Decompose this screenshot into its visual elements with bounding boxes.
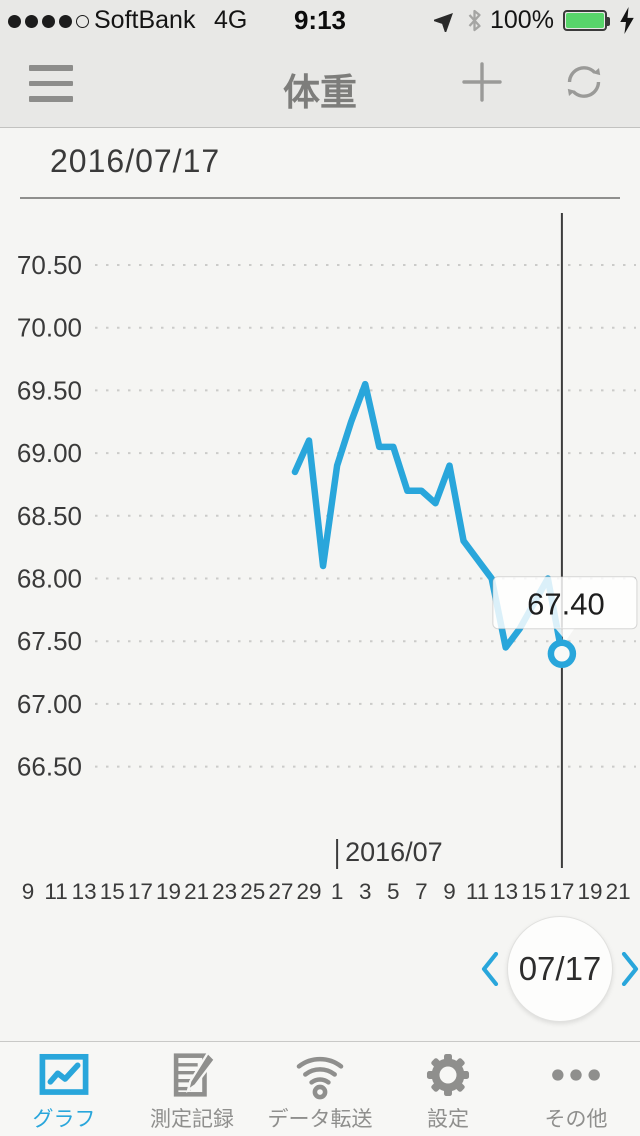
tab-transfer[interactable]: データ転送: [256, 1042, 384, 1136]
weight-line-chart[interactable]: 70.50 70.00 69.50 69.00 68.50 68.00 67.50 67.00…: [0, 205, 640, 910]
tab-bar: グラフ 測定記録 データ転送: [0, 1041, 640, 1136]
month-label: 2016/07: [345, 837, 443, 867]
tab-graph-label: グラフ: [32, 1108, 96, 1131]
status-bar: SoftBank 4G 9:13 100%: [0, 0, 640, 40]
x-tick-label: 1: [331, 879, 344, 904]
graph-icon: [39, 1053, 89, 1095]
x-tick-label: 17: [549, 879, 574, 904]
next-day-button[interactable]: [621, 952, 639, 986]
tab-more-label: その他: [544, 1108, 608, 1131]
x-tick-label: 13: [72, 879, 97, 904]
x-tick-label: 9: [22, 879, 35, 904]
x-tick-label: 21: [184, 879, 209, 904]
x-tick-label: 19: [577, 879, 602, 904]
tab-graph[interactable]: グラフ: [0, 1042, 128, 1136]
date-picker-label: 07/17: [518, 950, 602, 987]
x-tick-label: 19: [156, 879, 181, 904]
x-tick-label: 9: [443, 879, 456, 904]
x-tick-label: 5: [387, 879, 400, 904]
y-tick-label: 68.00: [17, 564, 82, 594]
tab-more[interactable]: その他: [512, 1042, 640, 1136]
x-tick-label: 25: [240, 879, 265, 904]
tooltip-pointer: [554, 627, 575, 641]
x-tick-label: 11: [44, 879, 67, 904]
tooltip-value: 67.40: [527, 587, 605, 622]
x-tick-label: 27: [268, 879, 293, 904]
x-tick-label: 7: [415, 879, 428, 904]
settings-icon: [426, 1053, 470, 1097]
x-tick-label: 21: [606, 879, 631, 904]
transfer-icon: [296, 1056, 344, 1100]
more-icon: [552, 1069, 600, 1081]
page-title: 体重: [283, 72, 357, 113]
x-tick-label: 15: [100, 879, 125, 904]
y-tick-label: 67.50: [17, 626, 82, 656]
sync-button[interactable]: [562, 60, 606, 104]
menu-icon[interactable]: [29, 65, 73, 102]
x-tick-label: 3: [359, 879, 372, 904]
tab-transfer-label: データ転送: [267, 1108, 373, 1131]
weight-line: [291, 380, 566, 657]
x-tick-label: 15: [521, 879, 546, 904]
x-tick-label: 17: [128, 879, 153, 904]
header-divider: [20, 197, 620, 199]
x-tick-label: 11: [466, 879, 489, 904]
nav-bar: 体重: [0, 40, 640, 128]
signal-strength-icon: [8, 15, 89, 28]
y-tick-label: 70.50: [17, 250, 82, 280]
battery-icon: [563, 10, 610, 31]
tooltip: [492, 576, 638, 630]
selected-point-marker[interactable]: [547, 639, 577, 668]
x-tick-label: 23: [212, 879, 237, 904]
y-tick-label: 67.00: [17, 689, 82, 719]
bluetooth-icon: [468, 9, 481, 32]
y-tick-label: 68.50: [17, 501, 82, 531]
y-tick-label: 69.50: [17, 375, 82, 405]
y-tick-label: 70.00: [17, 313, 82, 343]
tab-records-label: 測定記録: [150, 1108, 234, 1131]
tab-settings-label: 設定: [427, 1108, 469, 1131]
battery-percent-label: 100%: [490, 6, 554, 34]
x-tick-label: 13: [493, 879, 518, 904]
date-picker-button[interactable]: 07/17: [507, 916, 613, 1022]
record-icon: [173, 1051, 217, 1097]
previous-day-button[interactable]: [481, 952, 499, 986]
selected-date-label: 2016/07/17: [50, 143, 221, 179]
y-tick-label: 69.00: [17, 438, 82, 468]
carrier-label: SoftBank: [94, 6, 196, 34]
tab-settings[interactable]: 設定: [384, 1042, 512, 1136]
network-type-label: 4G: [214, 6, 248, 34]
location-services-icon: [434, 13, 453, 32]
y-tick-label: 66.50: [17, 752, 82, 782]
clock: 9:13: [293, 5, 347, 35]
tab-records[interactable]: 測定記録: [128, 1042, 256, 1136]
x-tick-label: 29: [296, 879, 321, 904]
add-record-button[interactable]: [462, 62, 502, 102]
charging-bolt-icon: [620, 7, 634, 34]
